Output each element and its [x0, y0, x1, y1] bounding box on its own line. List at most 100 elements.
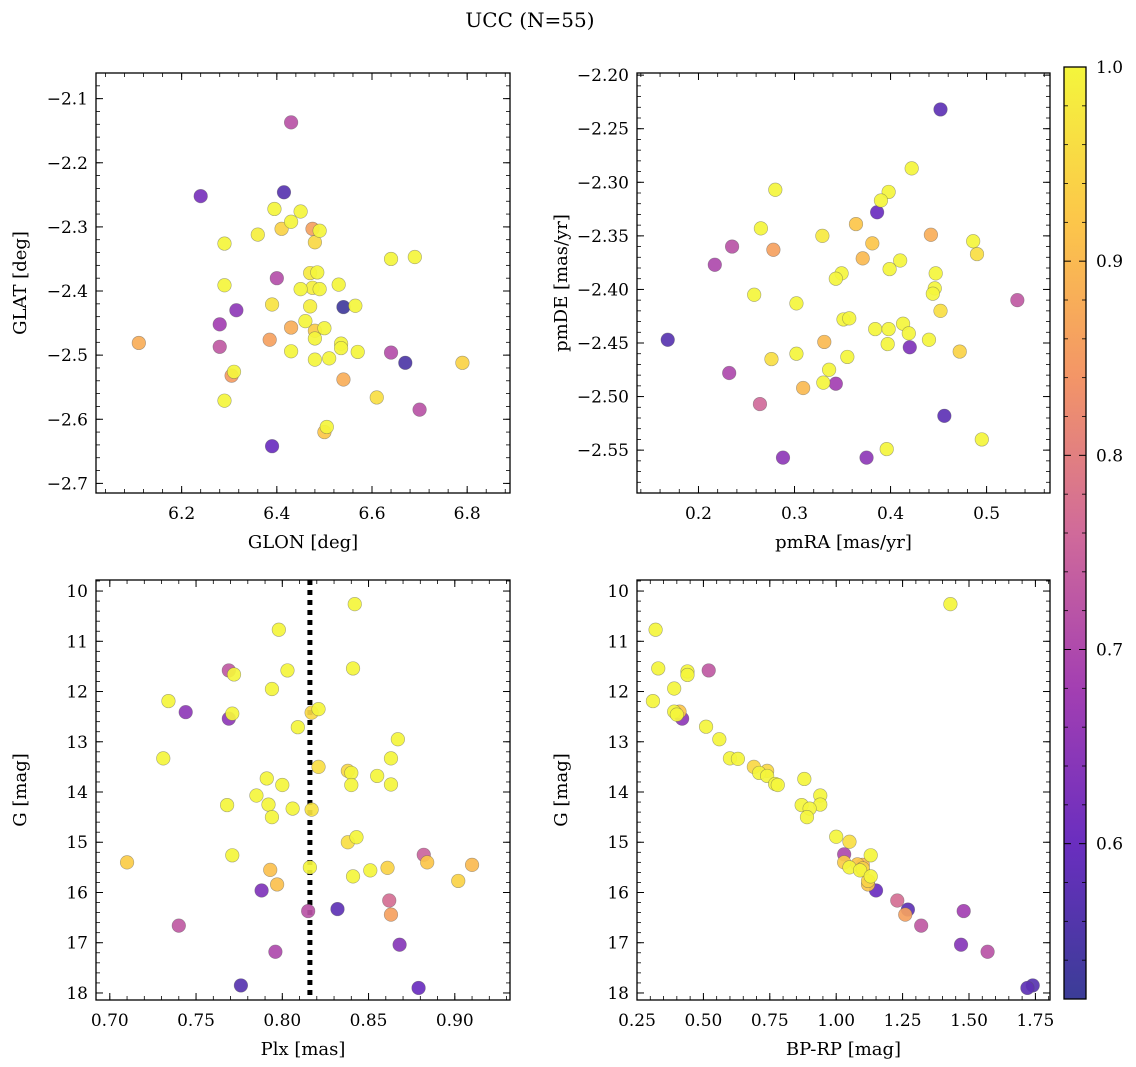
colorbar-tick-label: 0.8 — [1096, 446, 1123, 466]
data-point — [370, 768, 385, 784]
colorbar-tick-label: 0.9 — [1096, 252, 1123, 272]
data-point — [311, 759, 326, 774]
data-point — [667, 681, 682, 696]
data-point — [698, 719, 714, 734]
data-point — [344, 765, 359, 781]
data-point — [311, 702, 326, 717]
y-axis-label: GLAT [deg] — [10, 231, 31, 335]
data-point — [1020, 980, 1035, 996]
data-point — [816, 375, 831, 390]
y-tick-label: 11 — [66, 632, 88, 652]
data-point — [270, 877, 285, 892]
data-point — [363, 863, 378, 878]
x-tick-label: 0.4 — [877, 504, 904, 524]
data-point — [293, 204, 308, 219]
data-point — [264, 681, 280, 697]
y-tick-label: 16 — [66, 883, 88, 903]
data-point — [842, 311, 857, 326]
y-tick-label: 12 — [607, 683, 629, 703]
data-point — [178, 705, 193, 720]
data-point — [821, 362, 837, 377]
data-point — [212, 317, 227, 332]
colorbar-tick-label: 0.6 — [1096, 835, 1123, 855]
data-point — [828, 271, 843, 286]
x-axis-label: pmRA [mas/yr] — [775, 532, 912, 553]
x-tick-label: 0.70 — [91, 1011, 129, 1031]
colorbar-tick-label: 0.7 — [1096, 641, 1123, 661]
data-point — [312, 281, 327, 297]
data-point — [901, 326, 916, 341]
data-point — [262, 332, 277, 347]
data-point — [261, 797, 276, 812]
data-point — [770, 777, 785, 793]
data-point — [680, 667, 695, 683]
data-point — [881, 321, 896, 337]
data-point — [349, 830, 364, 845]
data-point — [350, 344, 365, 360]
data-point — [420, 855, 435, 870]
data-point — [233, 978, 248, 993]
data-point — [392, 937, 407, 952]
data-point — [229, 303, 244, 318]
x-tick-label: 0.80 — [263, 1011, 301, 1031]
data-point — [797, 771, 812, 787]
data-point — [383, 251, 399, 267]
data-point — [890, 893, 905, 908]
x-tick-label: 0.25 — [618, 1011, 656, 1031]
points — [645, 597, 1040, 996]
data-point — [220, 797, 235, 813]
data-point — [398, 355, 413, 370]
x-tick-label: 0.5 — [973, 504, 1000, 524]
data-point — [383, 345, 399, 360]
x-tick-label: 0.2 — [685, 504, 712, 524]
y-tick-label: −2.35 — [577, 227, 629, 247]
y-tick-label: −2.3 — [47, 218, 88, 238]
data-point — [707, 257, 722, 272]
data-point — [276, 185, 292, 200]
data-point — [380, 860, 395, 875]
data-point — [943, 597, 958, 612]
y-tick-label: 14 — [607, 783, 629, 803]
data-point — [330, 901, 345, 917]
data-point — [383, 751, 399, 766]
data-point — [264, 439, 280, 454]
data-point — [451, 873, 466, 889]
data-point — [271, 622, 286, 637]
data-point — [336, 299, 351, 315]
data-point — [669, 707, 684, 722]
y-tick-label: −2.55 — [577, 441, 629, 461]
data-point — [980, 944, 995, 959]
data-point — [319, 419, 334, 435]
data-point — [156, 751, 171, 766]
data-point — [815, 228, 830, 243]
data-point — [193, 189, 208, 204]
y-tick-label: −2.6 — [47, 410, 88, 430]
data-point — [269, 271, 284, 286]
x-tick-label: 6.2 — [168, 504, 195, 524]
data-point — [768, 182, 783, 197]
data-point — [411, 980, 426, 996]
data-point — [119, 855, 135, 870]
data-point — [898, 907, 913, 922]
y-tick-label: 18 — [66, 984, 88, 1004]
data-point — [344, 777, 359, 793]
panel-plx-g: 0.70 0.75 0.80 0.85 0.90 10 11 12 13 14 15 16 17 18 Pl… — [10, 579, 511, 1060]
data-point — [969, 246, 985, 262]
data-point — [312, 223, 327, 238]
data-point — [331, 277, 346, 292]
x-tick-label: 6.8 — [454, 504, 481, 524]
data-point — [952, 344, 967, 359]
data-point — [310, 265, 325, 280]
data-point — [301, 903, 316, 919]
data-point — [464, 857, 480, 872]
data-point — [722, 365, 737, 381]
data-point — [259, 771, 274, 786]
data-point — [304, 802, 319, 817]
data-point — [307, 352, 322, 367]
data-point — [275, 777, 290, 793]
data-point — [217, 393, 232, 408]
x-axis-label: GLON [deg] — [248, 532, 358, 553]
data-point — [863, 869, 878, 884]
data-point — [928, 266, 943, 281]
